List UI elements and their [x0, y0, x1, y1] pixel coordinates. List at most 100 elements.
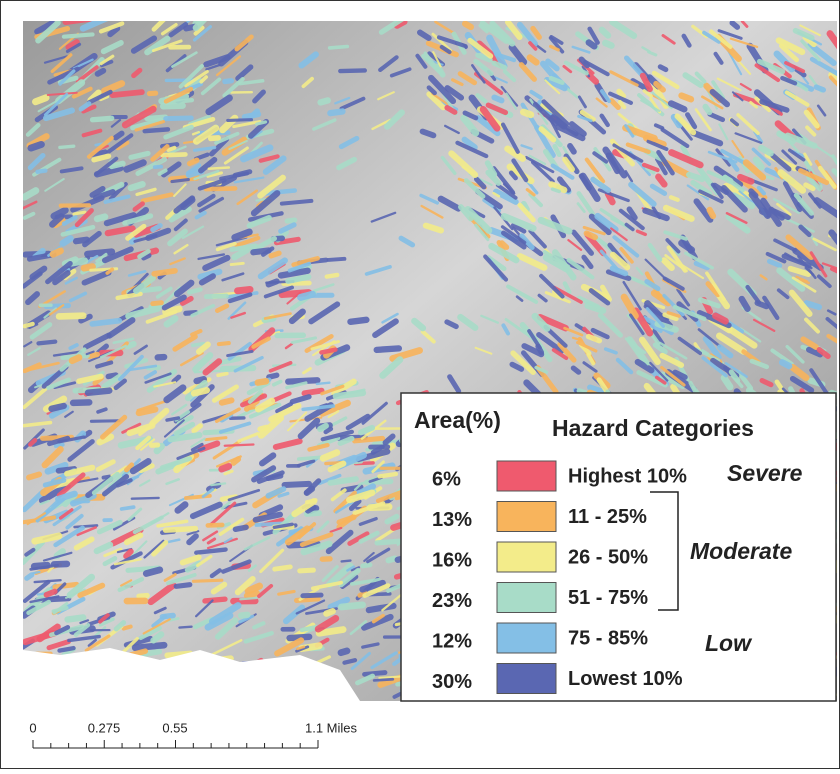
hazard-stroke: [87, 252, 111, 254]
hazard-stroke: [287, 220, 295, 221]
category-label: 51 - 75%: [568, 587, 648, 609]
hazard-stroke: [208, 525, 222, 526]
category-label: 26 - 50%: [568, 546, 648, 568]
area-percent: 12%: [432, 630, 472, 652]
area-percent: 30%: [432, 671, 472, 693]
area-percent: 6%: [432, 468, 461, 490]
hazard-stroke: [93, 118, 112, 119]
hazard-stroke: [60, 146, 74, 147]
hazard-stroke: [171, 435, 200, 439]
hazard-stroke: [660, 67, 666, 70]
hazard-stroke: [553, 189, 560, 191]
hazard-stroke: [147, 117, 165, 118]
hazard-stroke: [97, 217, 105, 219]
hazard-stroke: [602, 30, 608, 36]
hazard-stroke: [253, 250, 268, 252]
hazard-stroke: [92, 321, 119, 324]
hazard-stroke: [303, 595, 321, 596]
hazard-stroke: [502, 243, 507, 247]
hazard-stroke: [321, 350, 335, 353]
hazard-stroke: [275, 567, 291, 569]
hazard-stroke: [174, 377, 179, 381]
hazard-stroke: [37, 171, 45, 172]
hazard-stroke: [248, 586, 259, 591]
hazard-stroke: [30, 440, 35, 444]
hazard-stroke: [154, 271, 175, 274]
hazard-stroke: [290, 637, 310, 638]
legend-swatch: [497, 461, 556, 491]
hazard-stroke: [108, 229, 133, 234]
hazard-stroke: [530, 58, 537, 63]
hazard-stroke: [300, 570, 314, 571]
group-label: Severe: [727, 460, 803, 486]
hazard-stroke: [757, 303, 766, 306]
hazard-stroke: [178, 505, 185, 511]
hazard-stroke: [710, 210, 713, 216]
hazard-stroke: [189, 289, 200, 292]
hazard-stroke: [126, 551, 131, 556]
scale-label: 1.1 Miles: [305, 720, 358, 735]
hazard-stroke: [423, 131, 434, 135]
hazard-stroke: [225, 81, 231, 82]
category-label: 75 - 85%: [568, 627, 648, 649]
hazard-stroke: [139, 409, 155, 413]
hazard-stroke: [740, 177, 751, 181]
hazard-stroke: [88, 391, 109, 393]
hazard-stroke: [146, 570, 159, 574]
hazard-stroke: [122, 507, 134, 509]
hazard-stroke: [705, 107, 709, 113]
hazard-stroke: [288, 380, 317, 381]
hazard-stroke: [377, 541, 399, 543]
hazard-stroke: [73, 402, 89, 403]
hazard-stroke: [282, 201, 312, 204]
hazard-stroke: [268, 476, 281, 478]
hazard-stroke: [320, 426, 326, 429]
hazard-stroke: [108, 375, 116, 376]
hazard-stroke: [74, 212, 85, 214]
hazard-stroke: [209, 168, 229, 169]
hazard-stroke: [369, 606, 394, 610]
hazard-stroke: [84, 267, 92, 269]
hazard-stroke: [25, 324, 33, 326]
hazard-stroke: [326, 611, 332, 613]
hazard-stroke: [38, 342, 55, 344]
hazard-stroke: [299, 457, 321, 459]
hazard-stroke: [619, 92, 623, 97]
hazard-stroke: [377, 348, 399, 350]
hazard-stroke: [370, 507, 389, 508]
hazard-stroke: [205, 599, 225, 601]
hazard-stroke: [218, 374, 227, 376]
hazard-stroke: [816, 87, 823, 90]
hazard-stroke: [155, 167, 161, 168]
hazard-stroke: [172, 180, 188, 182]
hazard-stroke: [233, 459, 238, 463]
legend-swatch: [497, 583, 556, 613]
hazard-stroke: [389, 558, 395, 560]
hazard-stroke: [193, 344, 204, 346]
hazard-stroke: [782, 362, 789, 366]
hazard-stroke: [31, 144, 41, 148]
hazard-stroke: [222, 400, 232, 402]
hazard-stroke: [186, 496, 210, 498]
hazard-stroke: [56, 445, 63, 446]
legend-swatch: [497, 664, 556, 694]
hazard-stroke: [46, 591, 54, 594]
category-label: Lowest 10%: [568, 668, 683, 690]
hazard-stroke: [258, 381, 266, 382]
hazard-stroke: [494, 97, 501, 100]
hazard-stroke: [75, 525, 97, 527]
hazard-stroke: [605, 43, 611, 46]
hazard-stroke: [240, 598, 256, 599]
hazard-stroke: [587, 233, 595, 237]
hazard-stroke: [327, 275, 338, 277]
hazard-stroke: [27, 575, 32, 578]
hazard-stroke: [52, 406, 64, 409]
hazard-stroke: [241, 615, 247, 616]
hazard-stroke: [135, 645, 164, 648]
hazard-stroke: [139, 596, 147, 597]
hazard-stroke: [806, 303, 819, 307]
group-label: Moderate: [690, 538, 792, 564]
hazard-stroke: [732, 23, 737, 27]
area-percent: 16%: [432, 549, 472, 571]
